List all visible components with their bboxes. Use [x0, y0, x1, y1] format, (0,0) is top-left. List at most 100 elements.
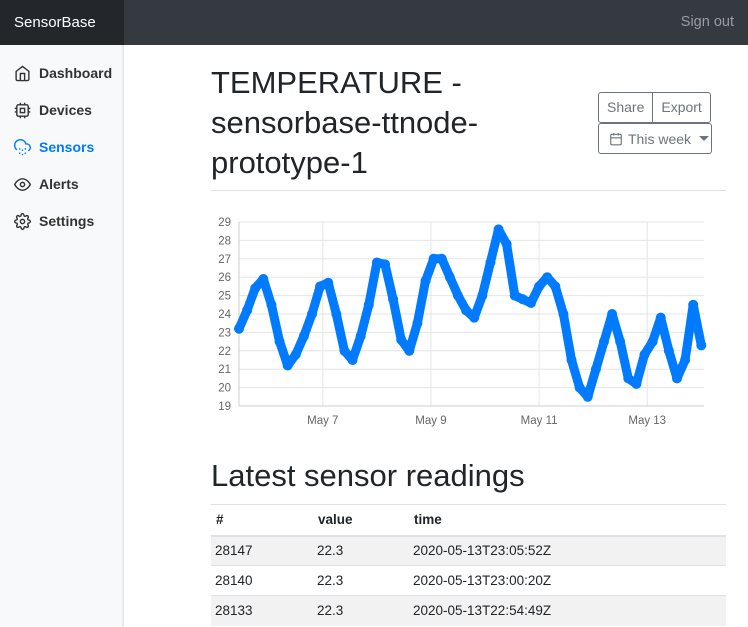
title-divider	[211, 190, 726, 191]
data-point	[282, 360, 293, 371]
data-point	[436, 253, 447, 264]
data-point	[631, 378, 642, 389]
share-button[interactable]: Share	[598, 92, 654, 123]
cloud-drizzle-icon	[14, 138, 31, 155]
data-point	[525, 297, 536, 308]
data-point	[363, 299, 374, 310]
cell-id: 28140	[211, 565, 313, 596]
data-point	[428, 253, 439, 264]
data-point	[461, 305, 472, 316]
data-point	[696, 340, 707, 351]
sidebar-item-settings[interactable]: Settings	[14, 211, 94, 231]
y-tick-label: 29	[218, 217, 231, 229]
x-tick-label: May 13	[628, 415, 666, 427]
data-point	[671, 373, 682, 384]
data-point	[420, 275, 431, 286]
readings-heading: Latest sensor readings	[211, 458, 525, 493]
cell-id: 28147	[211, 535, 313, 566]
data-point	[517, 294, 528, 305]
export-button[interactable]: Export	[653, 92, 711, 123]
data-series-band	[234, 224, 706, 402]
y-tick-label: 25	[218, 291, 231, 303]
data-point	[258, 274, 269, 285]
data-point	[590, 364, 601, 375]
y-tick-label: 23	[218, 327, 231, 339]
data-point	[485, 257, 496, 268]
y-tick-label: 20	[218, 383, 231, 395]
data-point	[266, 299, 277, 310]
settings-icon	[14, 212, 31, 230]
data-point	[452, 290, 463, 301]
data-point	[347, 355, 358, 365]
sidebar-item-alerts[interactable]: Alerts	[14, 174, 79, 194]
data-point	[371, 257, 382, 268]
sidebar: Dashboard Devices Sensors Alerts Setting…	[0, 45, 124, 627]
data-point	[388, 294, 399, 305]
data-point	[655, 312, 666, 323]
data-point	[688, 299, 699, 310]
y-tick-label: 19	[218, 401, 231, 413]
column-header-id: #	[211, 504, 313, 537]
data-point	[242, 305, 253, 316]
sidebar-item-dashboard[interactable]: Dashboard	[14, 63, 112, 83]
data-point	[542, 272, 553, 283]
y-tick-label: 26	[218, 272, 231, 284]
cell-value: 22.3	[313, 535, 409, 566]
data-point	[323, 277, 334, 288]
calendar-icon	[610, 132, 622, 145]
data-point	[404, 345, 415, 356]
table-row: 28147 22.3 2020-05-13T23:05:52Z	[211, 535, 726, 566]
data-point	[501, 239, 512, 250]
data-point	[509, 290, 520, 301]
data-point	[558, 309, 569, 319]
data-point	[623, 373, 634, 384]
top-navbar: SensorBase Sign out	[0, 0, 748, 45]
sign-out-link[interactable]: Sign out	[680, 14, 734, 30]
cell-id: 28133	[211, 595, 313, 626]
sidebar-item-label: Dashboard	[39, 65, 113, 81]
sidebar-item-sensors[interactable]: Sensors	[14, 137, 94, 157]
data-point	[331, 309, 342, 319]
cell-value: 22.3	[313, 595, 409, 626]
cpu-icon	[14, 102, 31, 118]
data-point	[290, 349, 301, 360]
sidebar-item-devices[interactable]: Devices	[14, 100, 92, 120]
data-point	[647, 336, 658, 347]
data-point	[412, 318, 423, 329]
x-tick-label: May 7	[307, 415, 338, 427]
sidebar-item-label: Settings	[39, 213, 95, 229]
temperature-chart: 19 20 21 22 23 24 25 26 27 28 29 May 7 May 9 May 11 Ma…	[218, 217, 707, 427]
toolbar-button-group: Share Export	[598, 92, 711, 123]
data-point	[663, 345, 674, 356]
cell-time: 2020-05-13T23:00:20Z	[409, 565, 726, 596]
sidebar-item-label: Sensors	[39, 139, 95, 155]
data-point	[607, 309, 618, 319]
readings-table: # value time 28147 22.3 2020-05-13T23:05…	[211, 504, 726, 626]
sidebar-item-label: Alerts	[39, 176, 79, 192]
page-title: TEMPERATURE - sensorbase-ttnode-prototyp…	[211, 65, 479, 180]
data-point	[274, 336, 285, 347]
y-tick-label: 24	[218, 309, 231, 321]
y-tick-label: 22	[218, 346, 231, 358]
cell-value: 22.3	[313, 565, 409, 596]
y-tick-label: 27	[218, 254, 231, 266]
data-point	[250, 283, 261, 294]
data-point	[582, 391, 593, 402]
brand-logo[interactable]: SensorBase	[0, 0, 124, 45]
x-tick-label: May 11	[521, 415, 558, 427]
data-point	[298, 331, 309, 342]
cell-time: 2020-05-13T22:54:49Z	[409, 595, 726, 626]
data-point	[339, 345, 350, 356]
column-header-value: value	[313, 504, 409, 537]
home-icon	[15, 65, 30, 81]
date-range-dropdown[interactable]: This week	[598, 123, 712, 154]
data-point	[639, 349, 650, 360]
data-point	[469, 312, 480, 323]
data-point	[598, 336, 609, 347]
table-row: 28133 22.3 2020-05-13T22:54:49Z	[211, 595, 726, 626]
data-point	[477, 290, 488, 301]
data-point	[534, 281, 545, 292]
data-point	[355, 331, 366, 342]
chevron-down-icon	[699, 136, 710, 141]
y-tick-label: 28	[218, 235, 231, 247]
